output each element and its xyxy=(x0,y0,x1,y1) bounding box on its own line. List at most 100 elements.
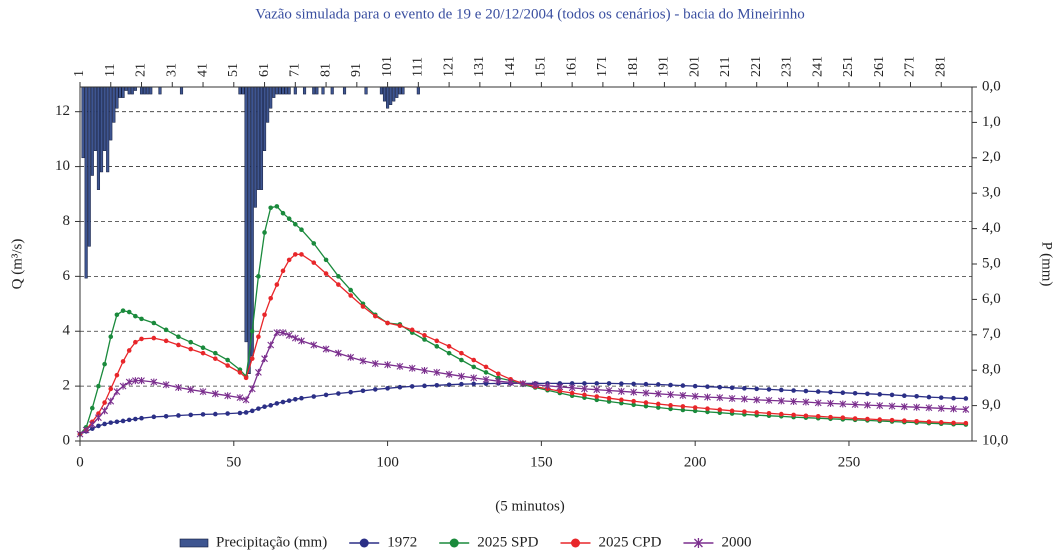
series-marker xyxy=(778,411,784,417)
top-tick-label: 171 xyxy=(595,56,610,77)
top-tick-label: 221 xyxy=(749,56,764,77)
series-marker xyxy=(293,221,298,227)
series-marker xyxy=(360,388,366,394)
precipitation-bar xyxy=(250,86,254,357)
y2-tick-label: 8,0 xyxy=(982,362,1001,378)
series-marker xyxy=(126,348,132,353)
y2-tick-label: 1,0 xyxy=(982,114,1001,130)
precipitation-bar xyxy=(99,86,104,173)
series-marker xyxy=(471,364,477,370)
series-marker xyxy=(704,393,711,401)
series-marker xyxy=(322,345,330,353)
series-marker xyxy=(138,377,145,385)
y-tick-label: 6 xyxy=(63,268,71,284)
series-marker xyxy=(163,414,169,419)
legend-marker xyxy=(693,538,703,548)
top-tick-label: 191 xyxy=(657,56,672,77)
series-marker xyxy=(556,383,564,391)
series-marker xyxy=(249,408,255,414)
series-marker xyxy=(347,353,355,361)
top-tick-label: 81 xyxy=(318,63,333,77)
series-marker xyxy=(557,388,563,394)
top-tick-label: 261 xyxy=(872,56,887,77)
series-marker xyxy=(680,404,686,409)
top-tick-label: 281 xyxy=(933,56,948,77)
series-marker xyxy=(310,341,318,349)
series-marker xyxy=(348,389,353,395)
series-marker xyxy=(433,368,441,376)
series-marker xyxy=(336,391,341,396)
y2-tick-label: 10,0 xyxy=(982,432,1008,448)
series-marker xyxy=(225,363,230,368)
series-marker xyxy=(133,339,138,345)
series-marker xyxy=(96,411,101,416)
series-marker xyxy=(828,414,833,420)
series-marker xyxy=(705,384,710,389)
series-marker xyxy=(299,227,304,232)
series-marker xyxy=(102,421,107,427)
series-marker xyxy=(262,404,267,409)
legend-label: 1972 xyxy=(387,534,417,550)
series-marker xyxy=(815,389,821,394)
series-marker xyxy=(594,397,600,403)
series-marker xyxy=(114,312,120,318)
series-marker xyxy=(877,417,883,422)
series-marker xyxy=(889,417,895,423)
series-marker xyxy=(729,408,735,414)
series-marker xyxy=(900,403,908,411)
series-marker xyxy=(293,252,298,257)
series-marker xyxy=(828,389,833,395)
series-marker xyxy=(937,404,945,412)
series-marker xyxy=(150,378,158,386)
top-tick-label: 71 xyxy=(288,63,303,77)
series-marker xyxy=(188,339,194,345)
y-tick-label: 0 xyxy=(63,432,71,448)
series-marker xyxy=(471,357,477,363)
precipitation-bar xyxy=(253,86,257,208)
series-marker xyxy=(951,420,956,426)
top-tick-label: 31 xyxy=(164,63,179,77)
series-marker xyxy=(606,395,612,401)
series-marker xyxy=(213,356,218,361)
series-marker xyxy=(237,410,243,416)
series-marker xyxy=(581,385,588,393)
precipitation-bar xyxy=(115,86,119,109)
series-marker xyxy=(888,402,896,410)
precipitation-bar xyxy=(96,86,101,190)
series-marker xyxy=(951,395,956,401)
series-marker xyxy=(188,346,194,352)
series-marker xyxy=(336,282,341,287)
top-tick-label: 51 xyxy=(226,63,241,77)
precipitation-bar xyxy=(109,86,113,141)
top-tick-label: 271 xyxy=(903,56,918,77)
precipitation-bar xyxy=(379,86,383,95)
series-marker xyxy=(243,410,249,415)
series-marker xyxy=(90,405,95,411)
precipitation-bar xyxy=(146,86,150,95)
top-tick-label: 141 xyxy=(503,56,518,77)
series-marker xyxy=(268,403,274,408)
series-marker xyxy=(569,390,575,396)
series-marker xyxy=(200,350,206,356)
series-marker xyxy=(249,356,255,361)
precipitation-bar xyxy=(302,86,307,95)
plot-frame xyxy=(79,86,973,442)
y-tick-label: 12 xyxy=(55,103,70,119)
series-marker xyxy=(667,391,674,399)
legend-label: 2000 xyxy=(721,534,751,550)
series-marker xyxy=(348,287,353,293)
series-marker xyxy=(458,372,465,380)
series-marker xyxy=(765,396,773,404)
series-marker xyxy=(459,357,464,363)
series-marker xyxy=(865,391,870,397)
x-tick-label: 250 xyxy=(838,454,861,470)
series-marker xyxy=(962,405,970,413)
precipitation-bar xyxy=(121,86,125,98)
series-marker xyxy=(120,418,126,424)
series-marker xyxy=(298,337,305,345)
series-marker xyxy=(840,390,846,396)
precipitation-bar xyxy=(389,86,393,105)
x-tick-label: 200 xyxy=(684,454,707,470)
series-marker xyxy=(668,382,673,388)
precipitation-bar xyxy=(278,86,282,95)
